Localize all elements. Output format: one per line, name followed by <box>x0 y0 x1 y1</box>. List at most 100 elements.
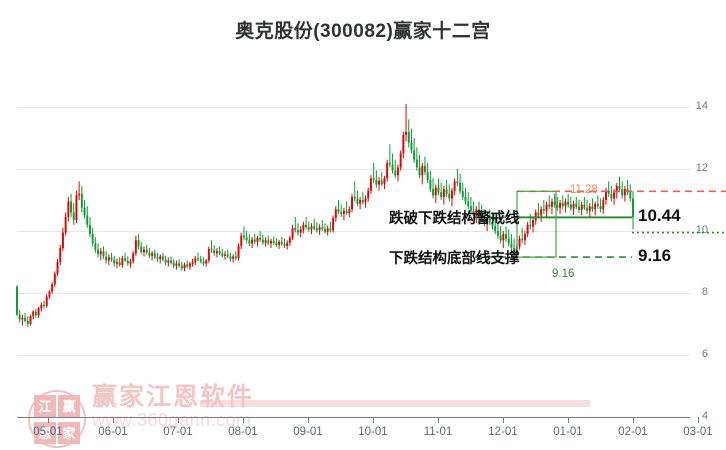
candle-body <box>229 256 232 259</box>
y-axis-tick-label: 4 <box>701 410 708 422</box>
candle-body <box>334 209 337 218</box>
candle-body <box>432 189 435 196</box>
candle-body <box>445 189 448 194</box>
candle-body <box>305 224 308 228</box>
candle-body <box>291 227 294 238</box>
candle-body <box>618 186 621 190</box>
candle-body <box>602 200 605 210</box>
candle-body <box>105 256 108 261</box>
candle-body <box>299 229 302 233</box>
candle-body <box>115 262 118 264</box>
candle-body <box>48 291 51 297</box>
x-axis-tick-mark <box>698 417 699 423</box>
candle-body <box>321 227 324 230</box>
candle-body <box>129 261 132 264</box>
candle-body <box>545 204 548 211</box>
x-axis-tick-mark <box>503 417 504 423</box>
candle-body <box>26 320 29 324</box>
candle-body <box>251 239 254 244</box>
x-axis-tick-mark <box>243 417 244 423</box>
candle-body <box>402 134 405 154</box>
candle-body <box>423 165 426 173</box>
candle-body <box>118 262 121 266</box>
candle-body <box>615 186 618 193</box>
candle-body <box>632 198 634 218</box>
candle-body <box>207 248 210 261</box>
candle-body <box>367 190 370 199</box>
structure-box <box>516 190 557 258</box>
candle-body <box>16 286 18 315</box>
candle-body <box>51 284 54 292</box>
watermark-seal-icon: 江赢恩家 <box>28 390 86 448</box>
candle-body <box>156 257 159 259</box>
candle-body <box>348 209 351 214</box>
candle-body <box>491 221 494 227</box>
candle-body <box>280 241 283 245</box>
candle-body <box>399 153 402 168</box>
candle-body <box>288 237 291 243</box>
candle-body <box>134 240 137 254</box>
candle-body <box>577 206 580 210</box>
candle-body <box>18 314 21 320</box>
candle-body <box>326 228 329 232</box>
candle-body <box>167 260 170 263</box>
candle-body <box>61 232 64 249</box>
x-axis-tick-label: 07-01 <box>163 426 193 438</box>
candle-body <box>532 220 535 227</box>
candle-body <box>396 167 399 176</box>
candle-body <box>224 254 227 256</box>
candle-body <box>594 203 597 210</box>
gridline <box>17 355 690 356</box>
candle-body <box>91 234 94 244</box>
candle-body <box>607 190 610 194</box>
gridline <box>17 107 690 108</box>
candle-body <box>356 198 359 204</box>
candle-body <box>143 249 145 253</box>
seal-char: 家 <box>58 421 80 444</box>
candle-body <box>483 218 486 224</box>
candle-body <box>413 150 416 160</box>
candle-body <box>407 131 410 143</box>
candle-body <box>613 192 616 199</box>
candle-body <box>380 180 383 184</box>
candle-body <box>202 261 205 264</box>
x-axis-tick-label: 02-01 <box>618 426 648 438</box>
candle-body <box>199 259 202 262</box>
candle-body <box>453 181 456 191</box>
candle-body <box>434 187 437 196</box>
candle-body <box>475 209 478 216</box>
candle-body <box>588 206 591 211</box>
candle-body <box>159 256 162 259</box>
candle-body <box>442 189 445 197</box>
candle-body <box>264 240 267 243</box>
candle-body <box>70 201 73 213</box>
candle-body <box>529 224 532 227</box>
candle-body <box>553 201 556 205</box>
candle-body <box>97 249 100 255</box>
candle-body <box>113 259 116 264</box>
candle-body <box>80 193 83 208</box>
candle-body <box>496 231 499 236</box>
x-axis-tick-label: 08-01 <box>228 426 258 438</box>
x-axis-tick-mark <box>438 417 439 423</box>
support-line-annotation: 下跌结构底部线支撑 <box>389 251 520 268</box>
candle-body <box>548 204 551 207</box>
candle-body <box>286 242 289 246</box>
x-axis-tick-label: 11-01 <box>423 426 453 438</box>
candle-body <box>237 245 240 259</box>
candle-body <box>259 237 262 240</box>
candle-body <box>369 178 372 191</box>
candle-body <box>564 201 567 207</box>
candle-body <box>478 209 480 214</box>
x-axis-tick-mark <box>308 417 309 423</box>
candle-body <box>372 178 375 180</box>
x-axis-tick-label: 03-01 <box>683 426 713 438</box>
candle-body <box>29 316 32 324</box>
candle-body <box>499 235 502 241</box>
candle-body <box>272 240 275 243</box>
candle-body <box>34 311 37 316</box>
candle-body <box>194 258 197 262</box>
candle-body <box>472 210 475 216</box>
candle-body <box>40 304 43 309</box>
